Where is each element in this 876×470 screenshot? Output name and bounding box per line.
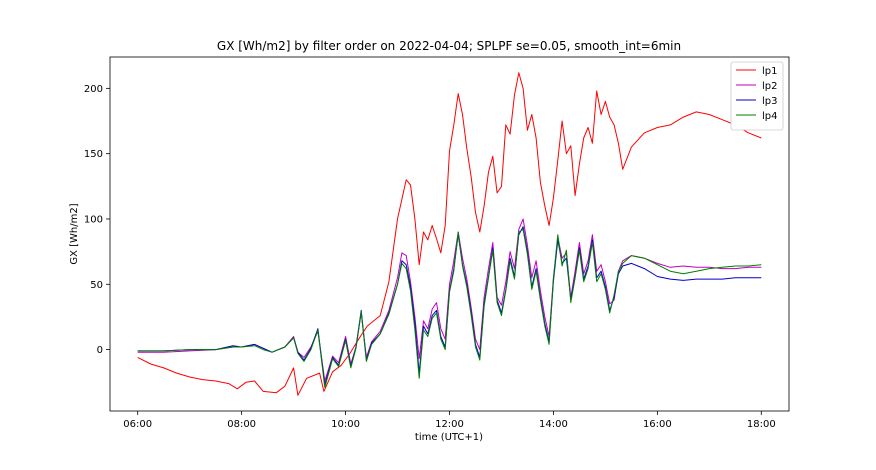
legend-label-lp1: lp1 xyxy=(762,66,778,77)
x-tick-label: 08:00 xyxy=(227,419,256,430)
y-tick-label: 0 xyxy=(97,345,103,356)
y-tick-label: 50 xyxy=(90,280,103,291)
y-tick-label: 150 xyxy=(84,149,103,160)
y-tick-label: 100 xyxy=(84,214,103,225)
x-tick-label: 12:00 xyxy=(435,419,464,430)
legend-label-lp4: lp4 xyxy=(762,111,778,122)
y-axis-label: GX [Wh/m2] xyxy=(69,203,80,264)
y-tick-label: 200 xyxy=(84,84,103,95)
y-axis: 0 50 100 150 200 xyxy=(84,84,110,356)
series-line-lp4 xyxy=(137,228,762,388)
x-axis: 06:00 08:00 10:00 12:00 14:00 16:00 18:00 xyxy=(123,411,776,430)
x-tick-label: 14:00 xyxy=(539,419,568,430)
legend-box xyxy=(730,61,784,131)
series-line-lp1 xyxy=(137,72,762,396)
series-layer xyxy=(137,72,762,396)
x-axis-label: time (UTC+1) xyxy=(415,432,483,443)
x-tick-label: 18:00 xyxy=(747,419,776,430)
x-tick-label: 06:00 xyxy=(123,419,152,430)
legend-label-lp2: lp2 xyxy=(762,81,778,92)
x-tick-label: 10:00 xyxy=(331,419,360,430)
x-tick-label: 16:00 xyxy=(643,419,672,430)
chart-title: GX [Wh/m2] by filter order on 2022-04-04… xyxy=(217,39,681,53)
legend: lp1 lp2 lp3 lp4 xyxy=(730,61,784,131)
legend-label-lp3: lp3 xyxy=(762,96,778,107)
